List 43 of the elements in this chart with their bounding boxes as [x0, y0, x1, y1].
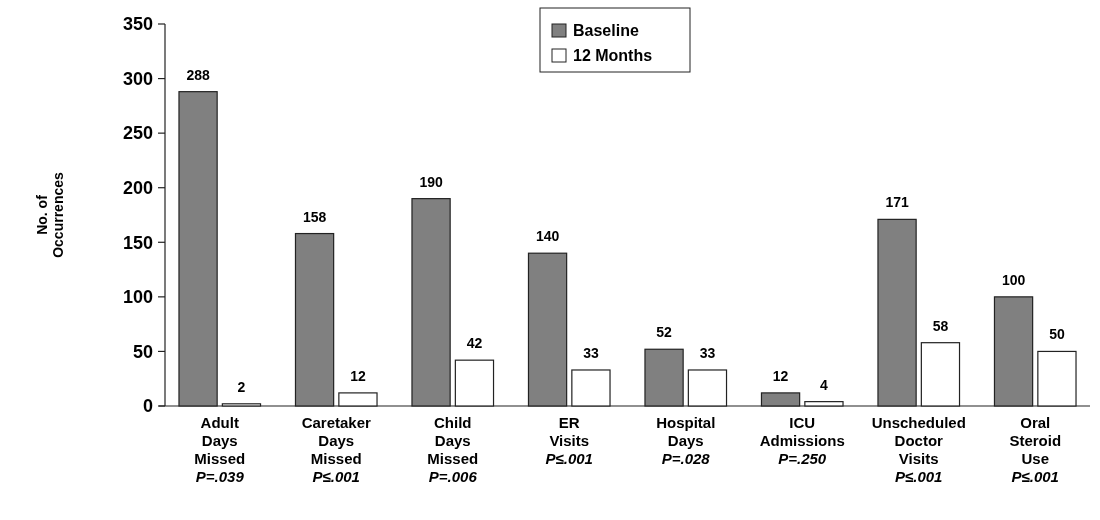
data-label: 33: [699, 344, 716, 361]
data-label: 171: [885, 194, 909, 211]
data-label: 288: [186, 66, 210, 83]
data-label: 42: [466, 335, 483, 352]
y-axis-title: No. of Occurrences: [33, 171, 67, 258]
y-tick-label: 100: [122, 287, 153, 308]
x-tick-label: Caretaker Days Missed: [301, 414, 372, 467]
text: P=.039: [195, 468, 245, 485]
x-tick-label: ICU Admissions: [759, 414, 845, 449]
y-tick-label: 0: [142, 396, 153, 417]
text: P≤.001: [312, 468, 360, 485]
text: P=.250: [778, 450, 827, 467]
x-tick-label: Child Days Missed: [427, 414, 479, 467]
data-label: 12: [772, 367, 789, 384]
text: P≤.001: [1011, 468, 1059, 485]
text: P=.006: [428, 468, 478, 485]
text: P=.028: [661, 450, 711, 467]
y-tick-label: 300: [122, 68, 153, 89]
x-tick-label: Adult Days Missed: [194, 414, 246, 467]
x-tick-label: Oral Steroid Use: [1009, 414, 1062, 467]
x-tick-label: Unscheduled Doctor Visits: [871, 414, 966, 467]
legend-label: 12 Months: [573, 46, 653, 64]
data-label: 158: [302, 208, 327, 225]
data-label: 52: [656, 324, 673, 341]
x-tick-label: ER Visits: [549, 414, 590, 449]
data-label: 140: [535, 228, 560, 245]
data-label: 12: [350, 367, 366, 384]
y-tick-label: 150: [122, 232, 153, 253]
text: P≤.001: [545, 450, 593, 467]
y-tick-label: 50: [132, 341, 153, 362]
data-label: 50: [1049, 326, 1065, 343]
data-label: 190: [419, 173, 443, 190]
legend-label: Baseline: [573, 21, 639, 39]
data-label: 33: [583, 344, 599, 361]
data-label: 4: [820, 376, 829, 393]
data-label: 58: [932, 317, 949, 334]
x-tick-label: Hospital Days: [656, 414, 716, 449]
y-tick-label: 250: [122, 123, 153, 144]
y-tick-label: 200: [122, 178, 153, 199]
y-tick-label: 350: [122, 14, 153, 35]
text: P≤.001: [895, 468, 943, 485]
data-label: 2: [237, 378, 246, 395]
data-label: 100: [1001, 271, 1026, 288]
